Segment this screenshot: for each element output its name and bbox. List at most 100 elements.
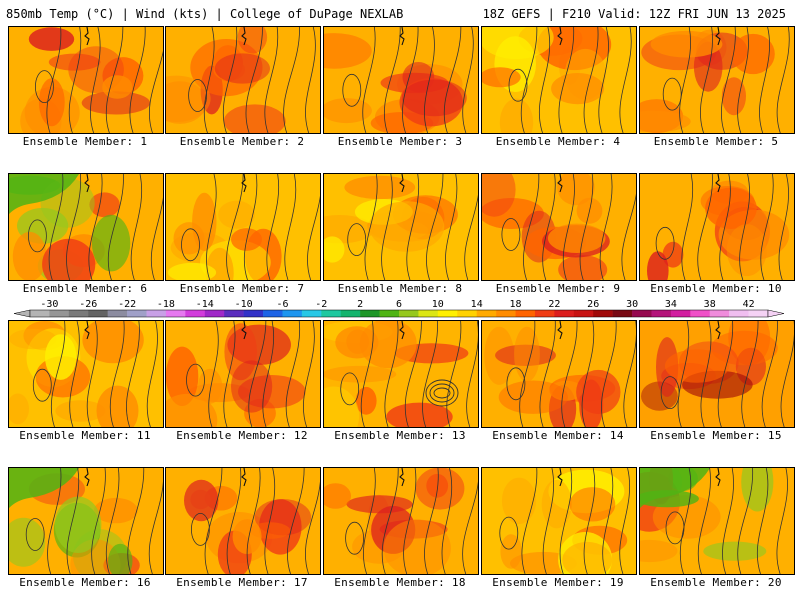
height-contour	[66, 174, 81, 280]
height-contour	[559, 468, 573, 574]
height-contour	[305, 27, 316, 133]
closed-contour	[506, 367, 526, 401]
temperature-region	[549, 380, 584, 401]
temperature-field	[640, 174, 794, 280]
height-contour	[307, 195, 320, 280]
temperature-region	[562, 541, 613, 574]
colorbar-segment	[651, 310, 672, 317]
colorbar-segment	[612, 310, 633, 317]
temperature-region	[89, 192, 120, 218]
height-contour	[466, 321, 478, 427]
temperature-region	[721, 77, 746, 116]
ensemble-member-map	[165, 320, 321, 428]
temperature-region	[82, 321, 144, 364]
height-contour	[697, 174, 713, 280]
colorbar-tick-label: -10	[235, 299, 253, 310]
height-contour	[780, 321, 794, 427]
temperature-region	[705, 187, 757, 229]
height-contour	[583, 468, 596, 574]
height-contour	[360, 321, 374, 427]
height-contour	[760, 174, 774, 280]
ensemble-member-map	[165, 467, 321, 575]
temperature-field	[166, 27, 320, 133]
temperature-field	[324, 321, 478, 427]
temperature-region	[501, 477, 537, 524]
colorbar-segment	[68, 310, 89, 317]
coastline	[241, 174, 247, 193]
height-contour	[208, 321, 219, 427]
height-contour	[206, 174, 217, 280]
temperature-field	[9, 27, 163, 133]
temperature-region	[324, 236, 345, 263]
height-contour	[462, 27, 474, 133]
coastline	[241, 321, 247, 340]
temperature-region	[500, 534, 522, 569]
closed-low-contour	[433, 387, 451, 399]
ensemble-member-label: Ensemble Member: 1	[22, 135, 148, 148]
height-contour	[679, 468, 692, 574]
height-contour	[579, 174, 594, 280]
coastline	[715, 174, 721, 193]
coastline	[715, 468, 721, 487]
temperature-field	[324, 27, 478, 133]
temperature-region	[42, 238, 96, 280]
colorbar-segment	[379, 310, 400, 317]
height-contour	[146, 321, 158, 427]
temperature-field	[640, 27, 794, 133]
temperature-colorbar: -30 -26 -22 -18 -14 -10 -6 -2 2 6 10 14 18 22 26 30 34 38…	[0, 298, 800, 322]
colorbar-segment	[554, 310, 575, 317]
temperature-region	[12, 231, 47, 280]
closed-contour	[27, 219, 47, 253]
height-contour	[285, 321, 301, 427]
height-contour	[107, 174, 124, 280]
temperature-field	[482, 174, 636, 280]
temperature-region	[55, 400, 106, 422]
colorbar-tick-label: 42	[743, 299, 755, 310]
temperature-region	[108, 543, 133, 574]
height-contour	[204, 468, 223, 574]
ensemble-member-label: Ensemble Member: 16	[19, 576, 151, 589]
height-contour	[561, 321, 578, 427]
temperature-region	[28, 27, 75, 51]
temperature-field	[482, 321, 636, 427]
height-contour	[697, 468, 711, 574]
colorbar-segment	[340, 310, 361, 317]
height-contour	[246, 468, 261, 574]
height-contour	[776, 468, 788, 574]
height-contour	[426, 174, 444, 280]
temperature-region	[166, 75, 211, 122]
height-contour	[700, 321, 712, 427]
temperature-region	[703, 541, 767, 561]
colorbar-segment	[301, 310, 322, 317]
height-contour	[700, 27, 713, 133]
temperature-region	[711, 330, 778, 366]
height-contour	[47, 468, 62, 574]
colorbar-tick-label: 26	[587, 299, 599, 310]
height-contour	[562, 174, 575, 280]
temperature-region	[45, 334, 77, 380]
coastline	[241, 27, 247, 46]
coastline	[84, 174, 90, 193]
height-contour	[598, 27, 609, 133]
ensemble-member-map	[639, 26, 795, 134]
height-contour	[443, 27, 462, 133]
coastline	[84, 468, 90, 487]
coastline	[399, 174, 405, 193]
height-contour	[601, 321, 617, 427]
closed-contour	[660, 376, 680, 409]
temperature-region	[91, 214, 131, 272]
closed-contour	[665, 511, 685, 545]
ensemble-member-label: Ensemble Member: 5	[653, 135, 779, 148]
ensemble-member-map	[323, 26, 479, 134]
colorbar-tick-label: 6	[396, 299, 402, 310]
height-contour	[148, 480, 163, 574]
height-contour	[105, 27, 124, 133]
colorbar-tick-label: 14	[471, 299, 483, 310]
temperature-region	[81, 91, 151, 115]
colorbar-tick-label: -2	[315, 299, 327, 310]
height-contour	[581, 321, 595, 427]
ensemble-member-map	[639, 173, 795, 281]
ensemble-member-map	[165, 26, 321, 134]
ensemble-member-map	[8, 320, 164, 428]
ensemble-member-map	[323, 320, 479, 428]
